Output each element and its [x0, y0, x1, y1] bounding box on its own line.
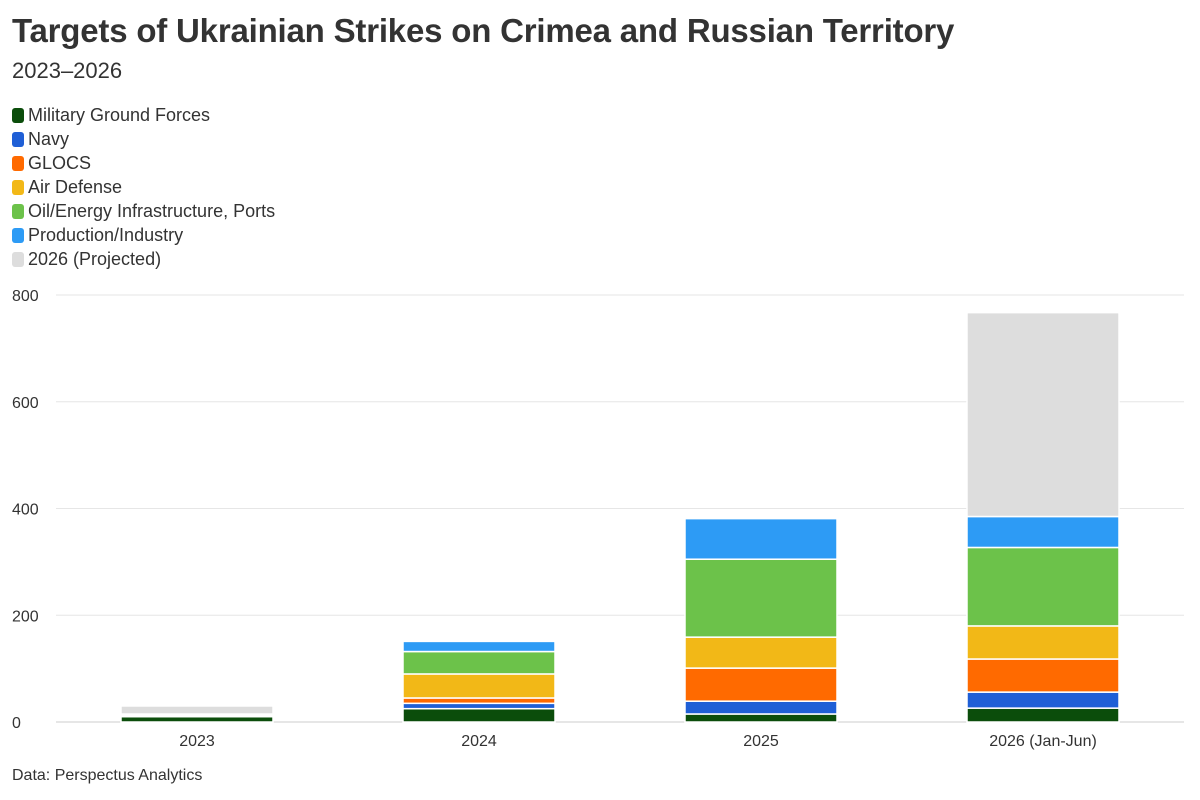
legend-label: Air Defense: [28, 176, 123, 197]
source-note: Data: Perspectus Analytics: [12, 767, 203, 784]
legend-swatch: [12, 203, 24, 219]
y-tick-label: 400: [12, 502, 39, 519]
y-tick-label: 600: [12, 395, 39, 412]
bar-segment: [684, 558, 838, 638]
legend-item: GLOCS: [12, 151, 275, 175]
bar-segment: [684, 636, 838, 669]
legend-item: Production/Industry: [12, 223, 275, 247]
bar-segment: [402, 702, 556, 710]
x-tick-label: 2026 (Jan-Jun): [989, 733, 1097, 750]
bar-segment: [402, 673, 556, 699]
bar-segment: [966, 311, 1120, 518]
legend-swatch: [12, 131, 24, 147]
bar-segment: [402, 707, 556, 723]
x-tick-label: 2024: [461, 733, 497, 750]
bar-segment: [402, 640, 556, 653]
legend-swatch: [12, 227, 24, 243]
legend-label: Military Ground Forces: [28, 104, 211, 125]
bar-segment: [120, 715, 274, 723]
chart-subtitle: 2023–2026: [12, 58, 123, 83]
bar-segment: [402, 697, 556, 705]
x-tick-label: 2025: [743, 733, 779, 750]
legend-swatch: [12, 251, 24, 267]
legend-item: Air Defense: [12, 175, 275, 199]
bar-segment: [684, 667, 838, 702]
x-tick-label: 2023: [179, 733, 215, 750]
legend-item: 2026 (Projected): [12, 247, 275, 271]
legend-label: Navy: [28, 128, 70, 149]
legend-label: Production/Industry: [28, 224, 184, 245]
legend-label: Oil/Energy Infrastructure, Ports: [28, 200, 276, 221]
bar-segment: [966, 658, 1120, 693]
bar-segment: [684, 713, 838, 723]
legend-label: 2026 (Projected): [28, 248, 162, 269]
y-tick-label: 800: [12, 288, 39, 305]
legend: Military Ground Forces Navy GLOCS Air Defen…: [12, 103, 275, 271]
bar-segment: [684, 517, 838, 560]
y-tick-label: 200: [12, 608, 39, 625]
legend-label: GLOCS: [28, 152, 92, 173]
bar-segment: [684, 700, 838, 715]
bar-segment: [402, 650, 556, 675]
legend-swatch: [12, 155, 24, 171]
bar-segment: [966, 691, 1120, 709]
bar-segment: [966, 515, 1120, 549]
legend-item: Navy: [12, 127, 275, 151]
y-tick-label: 0: [12, 715, 21, 732]
bar-segment: [966, 625, 1120, 660]
legend-item: Oil/Energy Infrastructure, Ports: [12, 199, 275, 223]
legend-item: Military Ground Forces: [12, 103, 275, 127]
bar-segment: [966, 546, 1120, 627]
bar-segment: [966, 707, 1120, 723]
bar-segment: [120, 705, 274, 715]
legend-swatch: [12, 179, 24, 195]
chart-title: Targets of Ukrainian Strikes on Crimea a…: [12, 12, 955, 49]
legend-swatch: [12, 107, 24, 123]
